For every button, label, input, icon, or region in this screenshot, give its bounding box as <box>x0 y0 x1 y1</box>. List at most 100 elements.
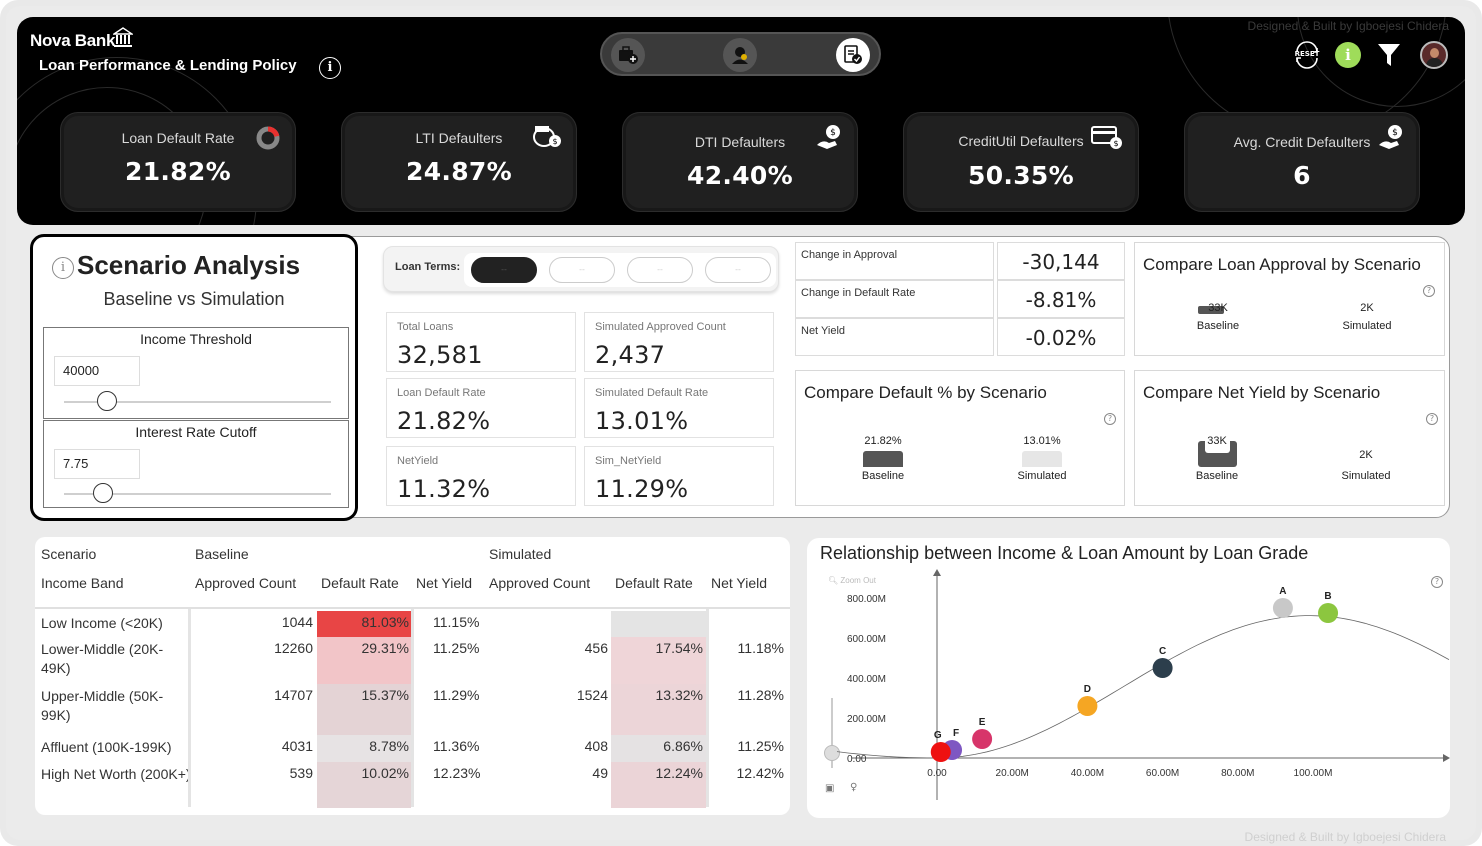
grade-point-b[interactable] <box>1318 603 1339 623</box>
x-tick-label: 20.00M <box>996 768 1029 779</box>
income-slider-track[interactable] <box>64 401 331 403</box>
grade-label: D <box>1084 684 1091 695</box>
stat-value: 11.29% <box>595 475 689 503</box>
matrix-cell: 1524 <box>576 687 608 703</box>
heat-cell <box>317 637 411 684</box>
donut-icon <box>256 126 280 150</box>
reset-icon[interactable]: RESET <box>1291 39 1323 71</box>
simulated-value: 2K <box>1359 449 1373 461</box>
svg-text:$: $ <box>1392 128 1398 138</box>
kpi-value: 6 <box>1293 161 1311 190</box>
baseline-value: 33K <box>1208 302 1228 314</box>
stat-simulated-default-rate: Simulated Default Rate 13.01% <box>584 378 774 438</box>
grade-point-a[interactable] <box>1272 598 1293 618</box>
borrower-icon[interactable] <box>723 38 757 72</box>
interest-slider-track[interactable] <box>64 493 331 495</box>
change-approval-label: Change in Approval <box>795 242 994 280</box>
bank-icon <box>113 27 133 47</box>
interest-slider-thumb[interactable] <box>93 483 113 503</box>
matrix-cell: 456 <box>584 640 608 656</box>
baseline-label: Baseline <box>1195 470 1239 482</box>
filter-icon[interactable] <box>1373 39 1405 71</box>
loan-term-option[interactable]: -- <box>705 257 771 283</box>
income-slider-thumb[interactable] <box>97 391 117 411</box>
zoom-slider-track[interactable] <box>831 698 833 768</box>
net-yield-label: Net Yield <box>795 318 994 356</box>
income-loan-scatter-card: Relationship between Income & Loan Amoun… <box>807 538 1450 818</box>
matrix-cell: 49 <box>592 765 608 781</box>
zoom-slider-thumb[interactable] <box>824 745 840 761</box>
matrix-row-label: Low Income (<20K) <box>41 615 163 631</box>
heat-cell <box>317 735 411 762</box>
info-icon[interactable]: i <box>319 57 341 79</box>
matrix-cell: 8.78% <box>369 738 409 754</box>
loan-term-option[interactable]: -- <box>549 257 615 283</box>
stat-total-loans: Total Loans 32,581 <box>386 312 576 372</box>
new-loan-icon[interactable] <box>611 38 645 72</box>
svg-text:$: $ <box>1113 139 1118 148</box>
loan-term-option[interactable]: -- <box>627 257 693 283</box>
simulated-label: Simulated <box>1341 470 1391 482</box>
kpi-card-avg-credit-defaulters: Avg. Credit Defaulters 6 $ <box>1184 112 1420 212</box>
grade-point-e[interactable] <box>972 729 993 749</box>
y-axis-arrow <box>933 569 941 576</box>
compare-default-card: Compare Default % by Scenario ? 21.82% B… <box>795 370 1125 506</box>
info-icon[interactable]: i <box>52 257 74 279</box>
kpi-value: 24.87% <box>406 157 512 186</box>
grade-label: E <box>979 717 986 728</box>
loan-terms-label: Loan Terms: <box>395 261 461 273</box>
grade-point-c[interactable] <box>1152 658 1173 678</box>
matrix-cell: 4031 <box>281 738 313 754</box>
interest-rate-input[interactable]: 7.75 <box>54 449 140 479</box>
help-icon[interactable]: ? <box>1426 413 1438 425</box>
compare-net-yield-card: Compare Net Yield by Scenario ? 33K Base… <box>1134 370 1445 506</box>
change-default-label: Change in Default Rate <box>795 280 994 318</box>
help-icon[interactable]: ? <box>1431 576 1443 588</box>
simulated-label: Simulated <box>1017 470 1067 482</box>
net-yield-change-value: -0.02% <box>997 318 1125 356</box>
lasso-icon[interactable]: ♀ <box>850 782 858 793</box>
kpi-value: 21.82% <box>125 157 231 186</box>
profile-avatar[interactable] <box>1418 39 1450 71</box>
zoom-out-button[interactable]: 🔍︎ Zoom Out <box>828 576 876 585</box>
kpi-card-dti-defaulters: DTI Defaulters 42.40% $ <box>622 112 858 212</box>
income-threshold-input[interactable]: 40000 <box>54 356 140 386</box>
scatter-plot[interactable]: 0.00 200.00M 400.00M 600.00M 800.00M 0.00 20.0… <box>807 538 1450 818</box>
stat-label: Sim_NetYield <box>595 455 662 467</box>
reset-label: RESET <box>1294 50 1320 58</box>
matrix-column-header: Default Rate <box>321 575 399 591</box>
svg-text:$: $ <box>552 137 557 146</box>
income-threshold-slicer: Income Threshold 40000 <box>43 327 349 419</box>
matrix-cell: 15.37% <box>361 687 409 703</box>
grade-label: G <box>934 730 942 741</box>
stat-value: 11.32% <box>397 475 491 503</box>
stat-value: 13.01% <box>595 407 689 435</box>
chart-title: Relationship between Income & Loan Amoun… <box>820 543 1309 563</box>
help-icon[interactable]: ? <box>1423 285 1435 297</box>
policy-check-icon[interactable] <box>836 38 870 72</box>
svg-text:$: $ <box>830 128 836 138</box>
matrix-row-label: Lower-Middle (20K-49K) <box>41 641 164 676</box>
grade-label: B <box>1324 591 1331 602</box>
baseline-value: 33K <box>1207 435 1227 447</box>
matrix-cell: 11.18% <box>737 640 784 656</box>
matrix-cell: 11.29% <box>433 687 480 703</box>
grade-point-d[interactable] <box>1077 696 1098 716</box>
matrix-cell: 11.28% <box>737 687 784 703</box>
help-icon[interactable]: ? <box>1104 413 1116 425</box>
matrix-column-header: Approved Count <box>489 575 591 591</box>
stat-label: NetYield <box>397 455 439 467</box>
matrix-cell: 13.32% <box>655 687 703 703</box>
change-approval-value: -30,144 <box>997 242 1125 280</box>
stat-value: 32,581 <box>397 341 483 369</box>
change-default-value: -8.81% <box>997 280 1125 318</box>
heat-cell <box>611 684 706 735</box>
scenario-subtitle: Baseline vs Simulation <box>103 289 285 309</box>
loan-term-option[interactable]: -- <box>471 257 537 283</box>
baseline-label: Baseline <box>1196 320 1240 332</box>
baseline-bar <box>863 451 903 467</box>
baseline-label: Baseline <box>861 470 905 482</box>
fit-view-icon[interactable]: ▣ <box>825 783 835 794</box>
info-icon[interactable]: i <box>1332 39 1364 71</box>
grade-point-g[interactable] <box>930 742 951 762</box>
